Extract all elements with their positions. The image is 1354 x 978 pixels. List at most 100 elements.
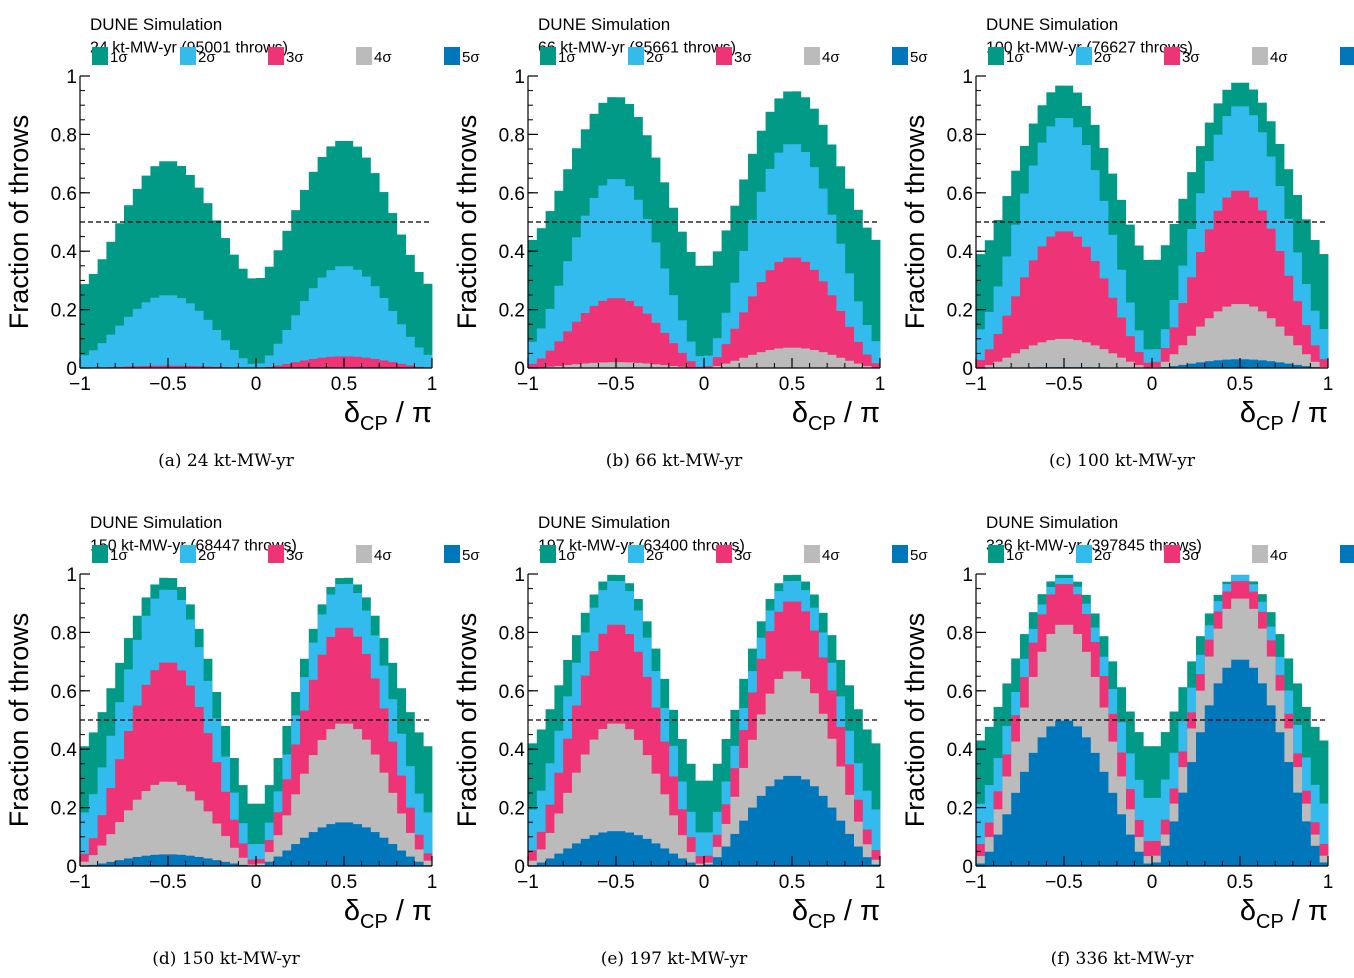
bar [528, 860, 538, 866]
bar [150, 784, 160, 866]
simulation-label: DUNE Simulation [538, 15, 670, 34]
panel-caption: (b) 66 kt-MW-yr [606, 451, 743, 471]
bar [423, 812, 433, 866]
panel-c: DUNE Simulation100 kt-MW-yr (76627 throw… [900, 15, 1354, 471]
y-tick-label: 1 [962, 67, 973, 88]
bar [344, 356, 354, 368]
bar [1152, 855, 1162, 866]
legend-entry: 1σ [110, 49, 128, 66]
legend-entry: 3σ [1182, 547, 1200, 564]
y-tick-label: 0.4 [499, 242, 526, 263]
bar [993, 286, 1003, 368]
bar [405, 254, 415, 368]
bar [229, 847, 239, 866]
bar [545, 366, 555, 368]
y-tick-label: 1 [514, 565, 525, 586]
bar [106, 787, 116, 866]
bar [344, 822, 354, 866]
bar [871, 341, 881, 368]
bar [1152, 841, 1162, 866]
legend-swatch [444, 545, 460, 563]
bar [563, 365, 573, 368]
bar [862, 324, 872, 368]
x-axis-label-tail: / π [388, 895, 432, 927]
bar [1037, 342, 1047, 368]
bar [1248, 306, 1258, 368]
bar [194, 856, 204, 866]
bar [589, 835, 599, 866]
bar [291, 794, 301, 866]
bar [256, 278, 266, 368]
bar [1143, 259, 1153, 368]
bar [589, 198, 599, 368]
y-tick-label: 0.8 [499, 623, 525, 644]
bar [423, 746, 433, 866]
bar [862, 790, 872, 866]
simulation-label: DUNE Simulation [986, 15, 1118, 34]
bar [124, 316, 134, 368]
bar [203, 733, 213, 866]
bar [1152, 797, 1162, 866]
bar [1134, 245, 1144, 368]
bar [642, 313, 652, 368]
bar [748, 739, 758, 866]
series-2σ [528, 144, 881, 368]
x-axis-label-tail: / π [836, 895, 880, 927]
bar [1301, 354, 1311, 368]
bar [168, 781, 178, 866]
bar [150, 365, 160, 368]
bar [141, 175, 151, 368]
bar [836, 243, 846, 368]
bar [668, 343, 678, 368]
x-axis-label-sub: CP [808, 911, 836, 933]
bar [853, 209, 863, 368]
bar [660, 365, 670, 368]
bar [809, 786, 819, 866]
bar [748, 296, 758, 368]
bar [862, 366, 872, 368]
bar [677, 231, 687, 368]
bar [748, 219, 758, 368]
bar [203, 366, 213, 368]
bar [361, 357, 371, 368]
y-tick-label: 0.4 [947, 740, 974, 761]
bar [88, 794, 98, 866]
series-3σ [976, 190, 1329, 368]
bar [1204, 229, 1214, 368]
bar [1020, 771, 1030, 866]
x-tick-label: 0 [699, 374, 710, 395]
bar [642, 363, 652, 368]
legend-entry: 2σ [198, 547, 216, 564]
bar [1152, 259, 1162, 368]
series-4σ [80, 723, 433, 866]
bar [748, 807, 758, 866]
bar [1116, 814, 1126, 866]
bar [871, 859, 881, 866]
legend-swatch [628, 47, 644, 65]
x-tick-label: 0 [1147, 374, 1158, 395]
x-axis-label: δCP / π [792, 895, 880, 933]
bar [554, 285, 564, 368]
bar [229, 350, 239, 368]
y-tick-label: 0.6 [499, 682, 525, 703]
legend-entry: 2σ [1094, 49, 1112, 66]
x-tick-label: −0.5 [1045, 872, 1083, 893]
bar [1143, 856, 1153, 866]
bar [1090, 261, 1100, 368]
bar [1275, 732, 1285, 866]
bar [1099, 278, 1109, 368]
legend-entry: 3σ [286, 49, 304, 66]
x-tick-label: 0 [251, 374, 262, 395]
bar [528, 809, 538, 866]
bar [607, 831, 617, 866]
x-tick-label: 1 [875, 872, 886, 893]
bar [132, 188, 142, 368]
bar [317, 277, 327, 368]
bar [220, 238, 230, 368]
bar [185, 685, 195, 866]
bar [379, 297, 389, 368]
bar [326, 824, 336, 866]
bar [335, 140, 345, 368]
bar [1275, 251, 1285, 368]
bar [862, 354, 872, 368]
